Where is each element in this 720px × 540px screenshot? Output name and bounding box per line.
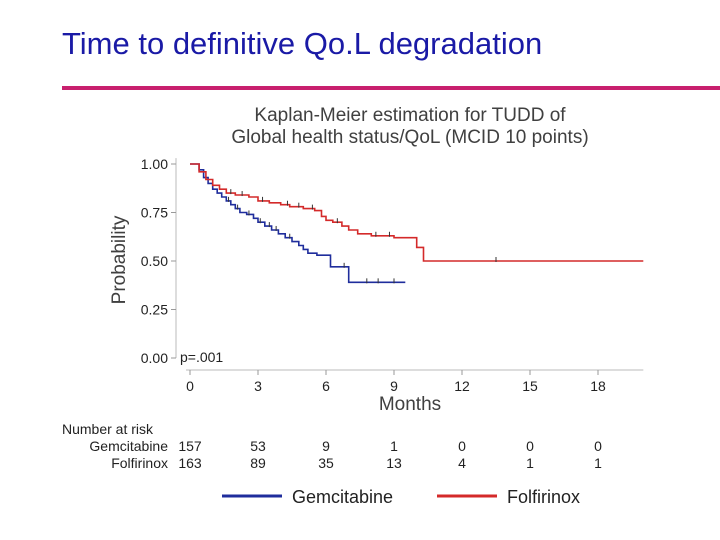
chart-title-line-1: Kaplan-Meier estimation for TUDD of	[254, 105, 566, 126]
legend-label-gemcitabine: Gemcitabine	[292, 487, 393, 507]
risk-count: 0	[458, 438, 466, 454]
y-tick-label: 0.50	[141, 253, 168, 269]
y-tick-label: 0.75	[141, 205, 168, 221]
chart-title-line-2: Global health status/QoL (MCID 10 points…	[231, 127, 588, 148]
x-axis-title: Months	[379, 394, 441, 415]
x-tick-label: 6	[322, 378, 330, 394]
x-tick-label: 18	[590, 378, 606, 394]
km-curve-gemcitabine	[190, 163, 406, 284]
x-tick-label: 3	[254, 378, 262, 394]
y-tick-label: 0.25	[141, 302, 168, 318]
risk-count: 53	[250, 438, 266, 454]
title-divider	[62, 86, 720, 90]
risk-count: 13	[386, 455, 402, 471]
x-tick-label: 12	[454, 378, 470, 394]
risk-count: 1	[390, 438, 398, 454]
risk-count: 89	[250, 455, 266, 471]
legend-label-folfirinox: Folfirinox	[507, 487, 580, 507]
risk-count: 1	[526, 455, 534, 471]
risk-table-header: Number at risk	[62, 421, 154, 437]
km-curve-folfirinox	[190, 163, 644, 262]
y-tick-label: 0.00	[141, 350, 168, 366]
p-value-annotation: p=.001	[180, 349, 223, 365]
risk-row-label: Folfirinox	[111, 455, 168, 471]
risk-count: 1	[594, 455, 602, 471]
slide-title: Time to definitive Qo.L degradation	[62, 26, 543, 61]
y-axis-title: Probability	[109, 215, 130, 304]
risk-count: 4	[458, 455, 466, 471]
risk-count: 163	[178, 455, 202, 471]
risk-row-label: Gemcitabine	[89, 438, 168, 454]
risk-count: 0	[594, 438, 602, 454]
x-tick-label: 15	[522, 378, 538, 394]
risk-count: 157	[178, 438, 202, 454]
x-tick-label: 9	[390, 378, 398, 394]
risk-count: 0	[526, 438, 534, 454]
risk-count: 35	[318, 455, 334, 471]
y-tick-label: 1.00	[141, 156, 168, 172]
risk-count: 9	[322, 438, 330, 454]
x-tick-label: 0	[186, 378, 194, 394]
